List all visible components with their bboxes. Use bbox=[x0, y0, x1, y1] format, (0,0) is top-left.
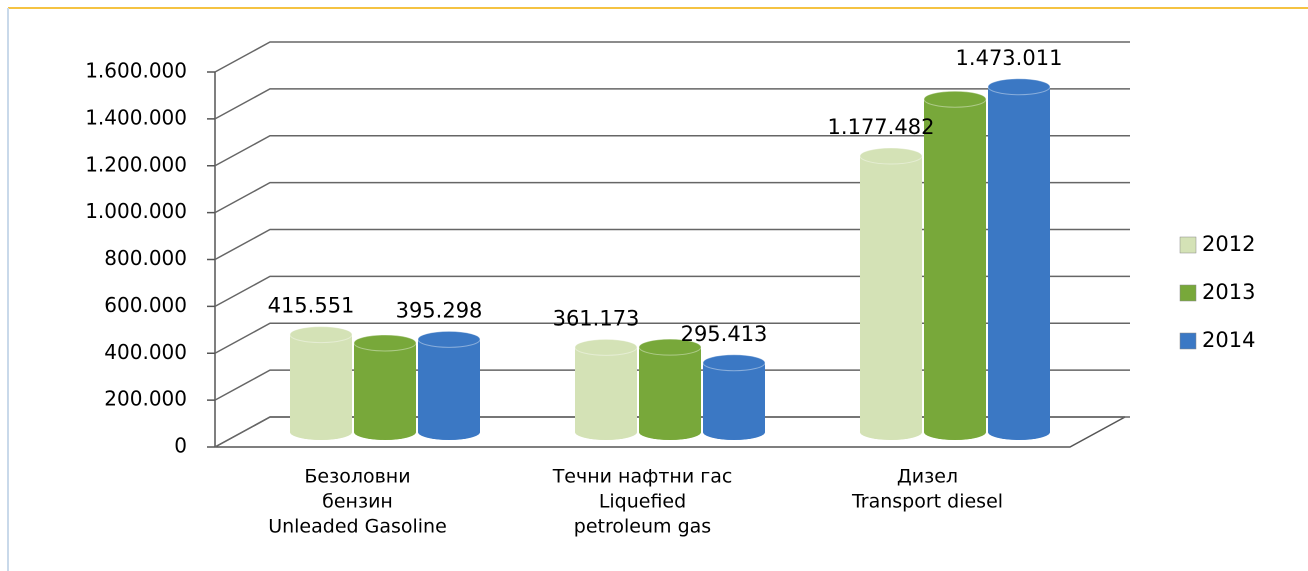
x-tick-label: Unleaded Gasoline bbox=[268, 516, 447, 538]
bar bbox=[987, 78, 1051, 440]
bar-top bbox=[702, 354, 766, 372]
data-label: 361.173 bbox=[553, 306, 640, 330]
bar bbox=[417, 330, 481, 440]
bar-shade bbox=[418, 339, 480, 440]
data-label: 1.177.482 bbox=[828, 115, 935, 139]
bar-top bbox=[417, 330, 481, 348]
bar-top bbox=[353, 334, 417, 352]
grid-line bbox=[214, 322, 1130, 354]
bar-top bbox=[289, 326, 353, 344]
legend-label: 2012 bbox=[1202, 232, 1255, 256]
bar bbox=[638, 338, 702, 440]
legend-label: 2014 bbox=[1202, 328, 1255, 352]
grid-line bbox=[214, 41, 1130, 73]
bar bbox=[702, 354, 766, 440]
y-tick-label: 0 bbox=[174, 434, 187, 458]
data-label: 415.551 bbox=[268, 294, 355, 318]
y-tick-label: 200.000 bbox=[104, 387, 187, 411]
legend-swatch bbox=[1179, 332, 1197, 350]
grid-line bbox=[214, 416, 1130, 448]
bar-shade bbox=[924, 99, 986, 440]
bar-shade bbox=[988, 86, 1050, 440]
data-label: 295.413 bbox=[681, 322, 768, 346]
y-tick-label: 1.400.000 bbox=[85, 105, 187, 129]
y-tick-label: 600.000 bbox=[104, 293, 187, 317]
bar bbox=[289, 326, 353, 440]
y-tick-label: 800.000 bbox=[104, 246, 187, 270]
grid-line bbox=[214, 88, 1130, 120]
bar-shade bbox=[354, 342, 416, 440]
bar-top bbox=[574, 338, 638, 356]
x-tick-label: Течни нафтни гас bbox=[552, 466, 733, 488]
y-tick-label: 1.600.000 bbox=[85, 59, 187, 83]
grid-line bbox=[214, 135, 1130, 167]
y-tick-label: 1.000.000 bbox=[85, 199, 187, 223]
bar-top bbox=[859, 147, 923, 165]
bar-shade bbox=[639, 347, 701, 440]
bar-top bbox=[987, 78, 1051, 96]
y-tick-label: 1.200.000 bbox=[85, 152, 187, 176]
bar-shade bbox=[703, 362, 765, 440]
bar bbox=[859, 147, 923, 440]
bar-shade bbox=[860, 156, 922, 440]
grid-line bbox=[214, 369, 1130, 401]
grid-line bbox=[214, 228, 1130, 261]
legend-swatch bbox=[1179, 284, 1197, 302]
x-tick-label: Liquefied bbox=[599, 491, 686, 513]
bar bbox=[574, 338, 638, 440]
legend-label: 2013 bbox=[1202, 280, 1255, 304]
data-label: 395.298 bbox=[396, 298, 483, 322]
bar-top bbox=[923, 90, 987, 108]
x-tick-label: Безоловни bbox=[304, 466, 410, 488]
x-tick-label: бензин bbox=[322, 491, 393, 513]
bar-shade bbox=[575, 347, 637, 440]
legend-swatch bbox=[1179, 236, 1197, 254]
x-tick-label: Дизел bbox=[897, 466, 958, 488]
data-label: 1.473.011 bbox=[956, 46, 1063, 70]
bar-shade bbox=[290, 334, 352, 440]
bar bbox=[923, 90, 987, 440]
grid-line bbox=[214, 275, 1130, 308]
x-tick-label: Transport diesel bbox=[851, 491, 1003, 513]
y-tick-label: 400.000 bbox=[104, 340, 187, 364]
bar bbox=[353, 334, 417, 440]
grid-line bbox=[214, 181, 1130, 214]
x-tick-label: petroleum gas bbox=[574, 516, 711, 538]
bar-top bbox=[638, 338, 702, 356]
